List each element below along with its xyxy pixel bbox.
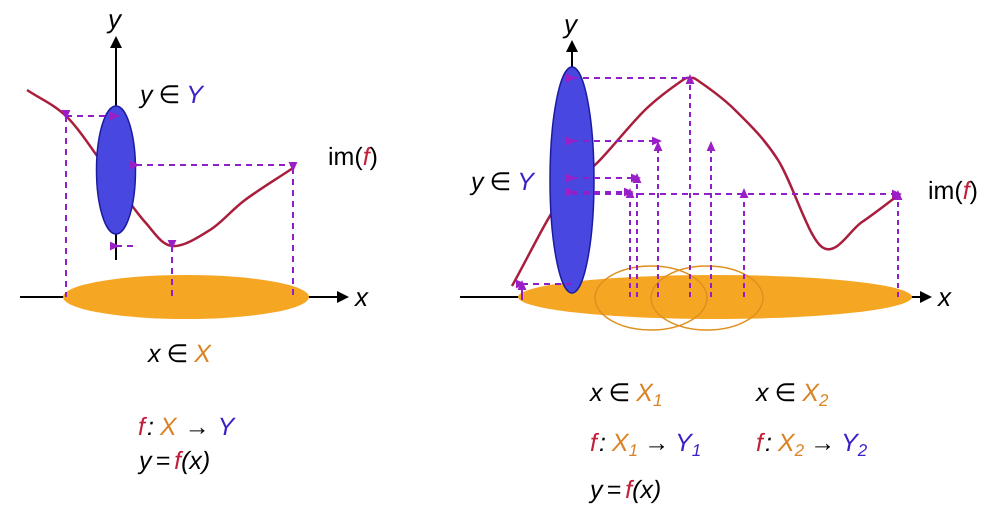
svg-text:x∈X2: x ∈ X2 (755, 379, 829, 410)
svg-text:x: x (353, 282, 369, 312)
svg-text:x∈X: x ∈ X (147, 340, 212, 368)
svg-text:f:X→Y: f: X → Y (138, 413, 237, 441)
svg-text:x∈X1: x ∈ X1 (589, 379, 662, 410)
svg-text:im(f): im(f) (928, 177, 978, 205)
svg-text:im(f): im(f) (328, 143, 378, 171)
svg-text:y∈Y: y ∈ Y (469, 168, 536, 196)
svg-text:y: y (106, 4, 123, 34)
svg-text:y=f(x): y = f(x) (137, 447, 210, 475)
svg-text:y∈Y: y ∈ Y (138, 81, 205, 109)
svg-text:y: y (562, 9, 579, 39)
svg-text:y=f(x): y = f(x) (588, 476, 661, 504)
svg-text:x: x (936, 282, 952, 312)
